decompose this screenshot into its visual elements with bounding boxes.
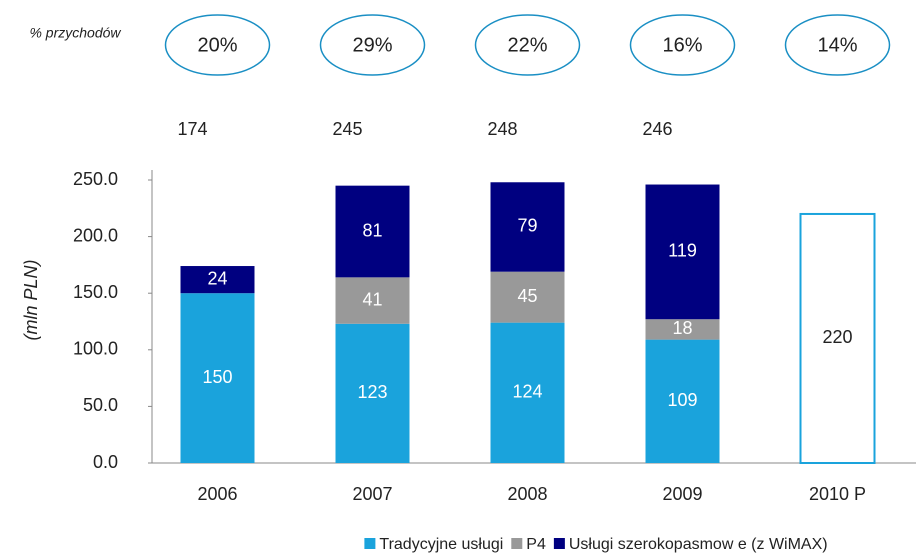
bar-segment — [490, 182, 565, 272]
bar-segment — [335, 323, 410, 463]
total-label: 246 — [642, 119, 672, 139]
share-label-value: 16% — [662, 34, 702, 56]
total-label: 174 — [177, 119, 207, 139]
legend-label: Usługi szerokopasmow e (z WiMAX) — [569, 536, 828, 553]
bar-segment — [645, 319, 720, 340]
y-tick-label: 50.0 — [83, 395, 118, 415]
x-tick-label: 2006 — [197, 484, 237, 504]
y-tick-label: 200.0 — [73, 225, 118, 245]
share-label: % przychodów — [29, 25, 121, 41]
bar-segment — [335, 185, 410, 278]
share-oval — [319, 14, 426, 76]
bar-segment — [180, 293, 255, 463]
legend-label: Tradycyjne usługi — [379, 536, 503, 553]
y-tick-label: 150.0 — [73, 282, 118, 302]
bar-segment — [335, 277, 410, 324]
share-label-value: 20% — [197, 34, 237, 56]
share-oval — [164, 14, 271, 76]
data-label: 124 — [512, 382, 542, 402]
bar-segment — [180, 266, 255, 294]
y-tick-label: 0.0 — [93, 452, 118, 472]
share-label-value: 14% — [817, 34, 857, 56]
x-tick-label: 2010 P — [809, 484, 866, 504]
x-tick-label: 2007 — [352, 484, 392, 504]
data-label: 24 — [207, 268, 227, 288]
legend-swatch — [511, 538, 523, 549]
bar-segment — [490, 271, 565, 323]
share-label-value: 29% — [352, 34, 392, 56]
bar-segment — [490, 322, 565, 463]
y-axis-label: (mln PLN) — [21, 259, 41, 340]
total-label: 248 — [487, 119, 517, 139]
data-label: 150 — [202, 367, 232, 387]
legend-swatch — [553, 538, 565, 549]
share-label-value: 22% — [507, 34, 547, 56]
forecast-bar — [799, 212, 876, 464]
legend-label: P4 — [526, 536, 546, 553]
bar-segment — [645, 184, 720, 320]
share-oval — [629, 14, 736, 76]
share-oval — [474, 14, 581, 76]
y-tick-label: 100.0 — [73, 339, 118, 359]
data-label: 123 — [357, 382, 387, 402]
y-tick-label: 250.0 — [73, 169, 118, 189]
data-label: 41 — [362, 289, 382, 309]
legend-swatch — [364, 538, 376, 549]
x-tick-label: 2009 — [662, 484, 702, 504]
total-label: 245 — [332, 119, 362, 139]
data-label: 109 — [667, 390, 697, 410]
data-label: 45 — [517, 286, 537, 306]
bar-segment — [645, 339, 720, 463]
x-tick-label: 2008 — [507, 484, 547, 504]
data-label: 81 — [362, 220, 382, 240]
data-label: 18 — [672, 318, 692, 338]
data-label: 220 — [822, 327, 852, 347]
data-label: 79 — [517, 216, 537, 236]
share-oval — [784, 14, 891, 76]
data-label: 119 — [668, 241, 697, 261]
